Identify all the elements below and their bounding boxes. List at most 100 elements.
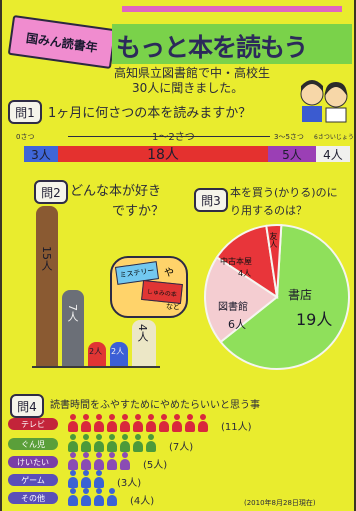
q4-row-label-1: ぐん児 bbox=[8, 438, 58, 450]
q2-bar-1-label: 7人 bbox=[66, 304, 79, 322]
person-icon bbox=[133, 434, 143, 452]
q1-seg-2-label: 5人 bbox=[282, 147, 302, 162]
person-icon bbox=[159, 414, 169, 432]
q4-row-count-2: (5人) bbox=[143, 460, 168, 471]
q1-seg-2: 5人 bbox=[268, 146, 316, 162]
person-icon bbox=[68, 470, 78, 488]
q3-slice-0-count: 19人 bbox=[296, 310, 333, 329]
q2-chart: 15人 7人 2人 2人 4人 bbox=[32, 200, 162, 376]
q4-footnote: (2010年8月28日現在) bbox=[244, 499, 316, 507]
q1-seg-3-label: 4人 bbox=[323, 147, 343, 162]
q4-row-count-1: (7人) bbox=[169, 442, 194, 453]
q2-bar-3-label: 2人 bbox=[111, 347, 125, 356]
q3-pie-chart bbox=[204, 224, 350, 370]
q1-seg-0: 3人 bbox=[24, 146, 58, 162]
person-icon bbox=[146, 434, 156, 452]
q2-bar-2-label: 2人 bbox=[89, 347, 103, 356]
person-icon bbox=[107, 452, 117, 470]
q1-range-2: 3〜5さつ bbox=[274, 133, 304, 141]
q2-tag: 問2 bbox=[34, 180, 68, 204]
person-icon bbox=[146, 414, 156, 432]
person-icon bbox=[81, 470, 91, 488]
q3-slice-2-name: 中古本屋 bbox=[220, 257, 252, 266]
person-icon bbox=[94, 470, 104, 488]
q1-tag-text: 問1 bbox=[15, 105, 35, 120]
person-icon bbox=[68, 452, 78, 470]
q2-bubble: ミステリー や しゅみの本 など bbox=[110, 256, 188, 318]
q2-bubble-ya: や bbox=[164, 268, 174, 279]
q1-question: 1ヶ月に何さつの本を読みますか？ bbox=[48, 106, 252, 121]
person-icon bbox=[68, 414, 78, 432]
person-icon bbox=[172, 414, 182, 432]
title-box bbox=[112, 24, 352, 64]
q1-range-1: 1〜2さつ bbox=[152, 132, 195, 143]
kids-illustration bbox=[300, 80, 348, 123]
person-icon bbox=[107, 434, 117, 452]
person-icon bbox=[94, 414, 104, 432]
person-icon bbox=[94, 452, 104, 470]
reading-year-badge-text: 国みん読書年 bbox=[25, 30, 99, 55]
person-icon bbox=[120, 434, 130, 452]
q2-tag-text: 問2 bbox=[41, 185, 61, 200]
q2-bar-2: 2人 bbox=[88, 342, 106, 366]
q4-row-label-0: テレビ bbox=[8, 418, 58, 430]
q1-range-line bbox=[68, 136, 270, 137]
person-icon bbox=[120, 452, 130, 470]
pie-slice-3 bbox=[265, 224, 283, 298]
person-icon bbox=[133, 414, 143, 432]
pie-slice-1 bbox=[204, 255, 279, 344]
q2-bar-4: 4人 bbox=[132, 320, 156, 366]
person-icon bbox=[81, 434, 91, 452]
q1-seg-0-label: 3人 bbox=[31, 147, 51, 162]
q1-seg-1-label: 18人 bbox=[147, 147, 179, 163]
person-icon bbox=[94, 434, 104, 452]
q3-slice-2-count: 4人 bbox=[238, 269, 252, 278]
q4-row-label-3: ゲーム bbox=[8, 474, 58, 486]
q4-tag: 問4 bbox=[10, 394, 44, 418]
person-icon bbox=[81, 488, 91, 506]
person-icon bbox=[107, 488, 117, 506]
person-icon bbox=[185, 414, 195, 432]
q4-row-figures-2 bbox=[68, 452, 130, 470]
q4-row-label-4: その他 bbox=[8, 492, 58, 504]
q4-row-figures-1 bbox=[68, 434, 156, 452]
person-icon bbox=[107, 414, 117, 432]
q2-bar-1: 7人 bbox=[62, 290, 84, 366]
subtitle-line1: 高知県立図書館で中・高校生 bbox=[114, 66, 271, 80]
q1-seg-1: 18人 bbox=[58, 146, 268, 163]
q4-row-label-2: けいたい bbox=[8, 456, 58, 468]
q4-row-count-4: (4人) bbox=[130, 496, 155, 507]
q2-bar-3: 2人 bbox=[110, 342, 128, 366]
q3-tag: 問3 bbox=[194, 188, 228, 212]
q3-slice-1-name: 図書館 bbox=[218, 302, 248, 313]
pie-slice-0 bbox=[219, 224, 350, 370]
q1-seg-3: 4人 bbox=[316, 146, 350, 162]
q2-question-line2: ですか？ bbox=[112, 204, 165, 219]
q4-row-count-0: (11人) bbox=[221, 422, 252, 433]
q3-question-line1: 本を買う(かりる)のに bbox=[230, 186, 338, 199]
q2-question-line1: どんな本が好き bbox=[70, 184, 162, 199]
q1-range-0: 0さつ bbox=[16, 133, 35, 141]
q3-slice-1-count: 6人 bbox=[228, 318, 246, 331]
q3-slice-3-name: 友人 bbox=[269, 232, 278, 248]
q4-row-count-3: (3人) bbox=[117, 478, 142, 489]
person-icon bbox=[81, 414, 91, 432]
q2-bar-4-label: 4人 bbox=[136, 324, 149, 342]
reading-year-badge: 国みん読書年 bbox=[7, 14, 117, 70]
q2-bubble-b-text: しゅみの本 bbox=[146, 287, 178, 299]
top-garland bbox=[122, 6, 342, 12]
person-icon bbox=[68, 434, 78, 452]
q2-bar-0: 15人 bbox=[36, 206, 58, 366]
q2-bubble-c: など bbox=[166, 303, 180, 311]
q1-range-3: 6さついじょう bbox=[314, 134, 354, 141]
person-icon bbox=[81, 452, 91, 470]
q2-bubble-a-text: ミステリー bbox=[119, 266, 155, 280]
q1-tag: 問1 bbox=[8, 100, 42, 124]
person-icon bbox=[94, 488, 104, 506]
q2-bar-0-label: 15人 bbox=[40, 246, 53, 271]
page-title: もっと本を読もう bbox=[116, 33, 308, 62]
q4-row-figures-4 bbox=[68, 488, 117, 506]
person-icon bbox=[120, 414, 130, 432]
q4-row-figures-3 bbox=[68, 470, 104, 488]
